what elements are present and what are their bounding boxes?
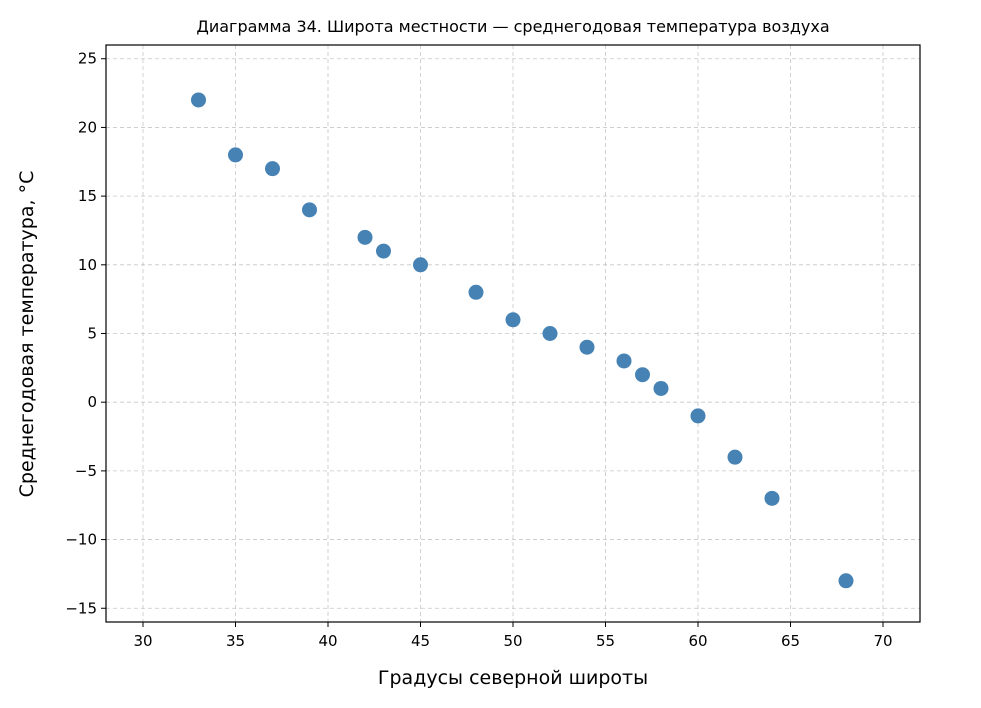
- y-axis-ticks: −15 −10 −5 0 5 10 15 20 25: [65, 50, 106, 617]
- x-tick-label: 65: [781, 632, 800, 650]
- data-point: [376, 243, 391, 259]
- data-point: [727, 449, 743, 465]
- data-point: [838, 573, 854, 589]
- x-axis-ticks: 30 35 40 45 50 55 60 65 70: [133, 622, 893, 650]
- data-point: [616, 353, 632, 369]
- x-tick-label: 35: [226, 632, 245, 650]
- x-tick-label: 70: [873, 632, 892, 650]
- x-tick-label: 55: [596, 632, 615, 650]
- grid: [106, 45, 920, 622]
- y-axis-label: Среднегодовая температура, °C: [16, 171, 38, 498]
- x-tick-label: 45: [411, 632, 430, 650]
- data-point: [265, 161, 280, 177]
- x-tick-label: 60: [688, 632, 707, 650]
- y-tick-label: 10: [78, 256, 97, 274]
- x-tick-label: 40: [318, 632, 337, 650]
- data-point: [191, 92, 206, 108]
- data-point: [579, 339, 595, 355]
- data-point: [542, 326, 558, 341]
- y-tick-label: −15: [65, 599, 97, 617]
- data-point: [635, 367, 650, 383]
- data-points: [191, 92, 854, 589]
- y-tick-label: 15: [78, 187, 97, 205]
- y-tick-label: −5: [75, 462, 97, 480]
- data-point: [413, 257, 428, 273]
- y-tick-label: 0: [87, 393, 97, 411]
- data-point: [468, 284, 484, 300]
- y-tick-label: −10: [65, 531, 97, 549]
- y-tick-label: 20: [78, 118, 97, 136]
- data-point: [357, 229, 373, 245]
- x-tick-label: 30: [133, 632, 152, 650]
- y-tick-label: 5: [87, 325, 97, 343]
- y-tick-label: 25: [78, 50, 97, 68]
- x-tick-label: 50: [503, 632, 522, 650]
- data-point: [228, 147, 243, 163]
- data-point: [505, 312, 521, 328]
- x-axis-label: Градусы северной широты: [378, 667, 648, 689]
- data-point: [653, 380, 669, 396]
- data-point: [690, 408, 706, 424]
- data-point: [302, 202, 317, 218]
- chart-title: Диаграмма 34. Широта местности — среднег…: [196, 17, 829, 36]
- data-point: [764, 490, 780, 506]
